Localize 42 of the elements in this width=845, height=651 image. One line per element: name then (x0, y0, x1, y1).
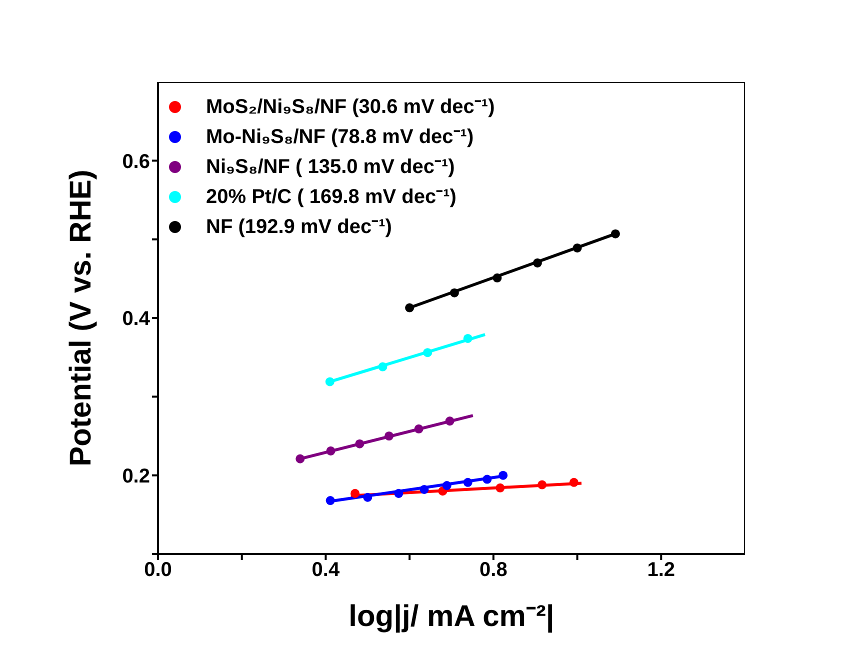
y-tick-label: 0.2 (122, 465, 150, 488)
point (569, 478, 578, 487)
x-tick-label: 0.4 (312, 559, 340, 582)
x-axis-title: log|j/ mA cm⁻²| (348, 600, 554, 633)
point (350, 488, 360, 498)
point (442, 481, 452, 490)
point (532, 258, 542, 268)
legend-label: 20% Pt/C ( 169.8 mV dec⁻¹) (206, 185, 456, 210)
point (384, 431, 394, 441)
point (420, 484, 429, 494)
point (378, 362, 388, 372)
point (482, 474, 492, 484)
y-tick-label: 0.4 (122, 308, 151, 330)
x-tick-label: 1.2 (647, 559, 676, 582)
y-tick-label: 0.6 (122, 150, 150, 173)
point (325, 377, 334, 386)
point (423, 348, 432, 358)
y-axis-title: Potential (V vs. RHE) (64, 170, 98, 466)
point (496, 483, 505, 492)
point (450, 288, 459, 298)
point (538, 480, 547, 490)
point (394, 488, 404, 498)
point (572, 243, 582, 252)
point (414, 424, 424, 434)
legend-label: MoS₂/Ni₉S₈/NF (30.6 mV dec⁻¹) (206, 95, 495, 120)
point (498, 470, 508, 480)
legend-label: Ni₉S₈/NF ( 135.0 mV dec⁻¹) (206, 155, 455, 180)
x-tick-label: 0.8 (480, 559, 508, 582)
legend-label: NF (192.9 mV dec⁻¹) (206, 215, 392, 240)
point (445, 416, 454, 426)
point (610, 229, 620, 238)
point (405, 303, 414, 312)
point (363, 492, 372, 502)
point (296, 454, 305, 464)
point (326, 446, 336, 456)
point (492, 273, 502, 282)
legend-label: Mo-Ni₉S₈/NF (78.8 mV dec⁻¹) (206, 125, 474, 150)
point (463, 334, 472, 343)
point (326, 496, 335, 506)
point (463, 478, 472, 487)
point (355, 439, 364, 448)
x-tick-label: 0.0 (144, 559, 172, 582)
